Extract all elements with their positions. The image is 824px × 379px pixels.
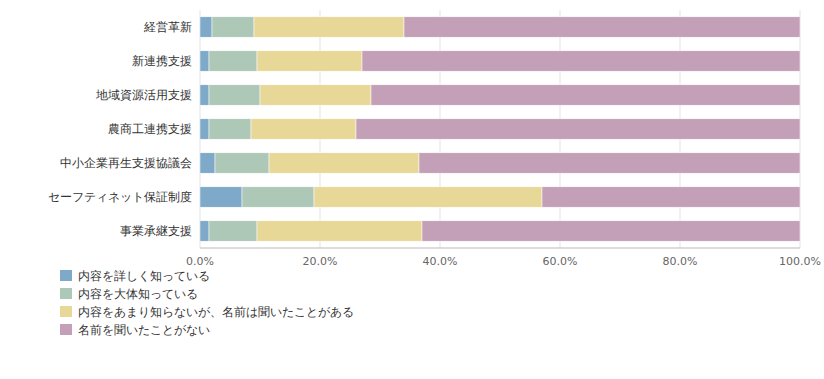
category-label: 事業承継支援 [120, 224, 192, 238]
legend-swatch [60, 288, 72, 299]
y-axis: 経営革新新連携支援地域資源活用支援農商工連携支援中小企業再生支援協議会セーフティ… [48, 20, 192, 238]
bar [200, 51, 209, 71]
legend-label: 内容を詳しく知っている [78, 269, 210, 283]
category-label: 中小企業再生支援協議会 [60, 156, 192, 170]
category-label: 新連携支援 [132, 54, 192, 68]
bar [200, 17, 212, 37]
bar [209, 85, 260, 105]
bar [200, 119, 209, 139]
bar [200, 153, 215, 173]
bar [542, 187, 800, 207]
category-label: セーフティネット保証制度 [48, 190, 192, 204]
series [356, 17, 800, 241]
bar [314, 187, 542, 207]
legend-label: 内容を大体知っている [78, 287, 198, 301]
category-label: 地域資源活用支援 [95, 88, 192, 102]
legend-label: 名前を聞いたことがない [78, 323, 210, 337]
legend-swatch [60, 270, 72, 281]
bar [257, 221, 422, 241]
legend-swatch [60, 324, 72, 335]
tick-label: 100.0% [779, 255, 821, 268]
bar [404, 17, 800, 37]
bar [200, 187, 242, 207]
bar [257, 51, 362, 71]
bar [209, 119, 251, 139]
bar [371, 85, 800, 105]
bar [215, 153, 269, 173]
bar [419, 153, 800, 173]
bar [212, 17, 254, 37]
bar [251, 119, 356, 139]
tick-label: 80.0% [663, 255, 698, 268]
bar [200, 221, 209, 241]
bar [209, 221, 257, 241]
category-label: 経営革新 [143, 20, 192, 34]
tick-label: 40.0% [423, 255, 458, 268]
bar [269, 153, 419, 173]
legend-swatch [60, 306, 72, 317]
legend-label: 内容をあまり知らないが、名前は聞いたことがある [78, 305, 354, 319]
grid [200, 10, 800, 248]
bar [260, 85, 371, 105]
bar [242, 187, 314, 207]
bar [362, 51, 800, 71]
tick-label: 20.0% [303, 255, 338, 268]
axis-line [200, 248, 800, 249]
x-axis: 0.0% 20.0% 40.0% 60.0% 80.0% 100.0% [186, 255, 821, 268]
bar [254, 17, 404, 37]
bar [200, 85, 209, 105]
tick-label: 0.0% [186, 255, 214, 268]
bar [422, 221, 800, 241]
chart: 0.0% 20.0% 40.0% 60.0% 80.0% 100.0% 経営革新新連携支援地… [0, 0, 824, 379]
tick-label: 60.0% [543, 255, 578, 268]
bar [209, 51, 257, 71]
category-label: 農商工連携支援 [108, 122, 192, 136]
legend: 内容を詳しく知っている内容を大体知っている内容をあまり知らないが、名前は聞いたこ… [60, 269, 354, 337]
bars [200, 17, 800, 241]
bar [356, 119, 800, 139]
